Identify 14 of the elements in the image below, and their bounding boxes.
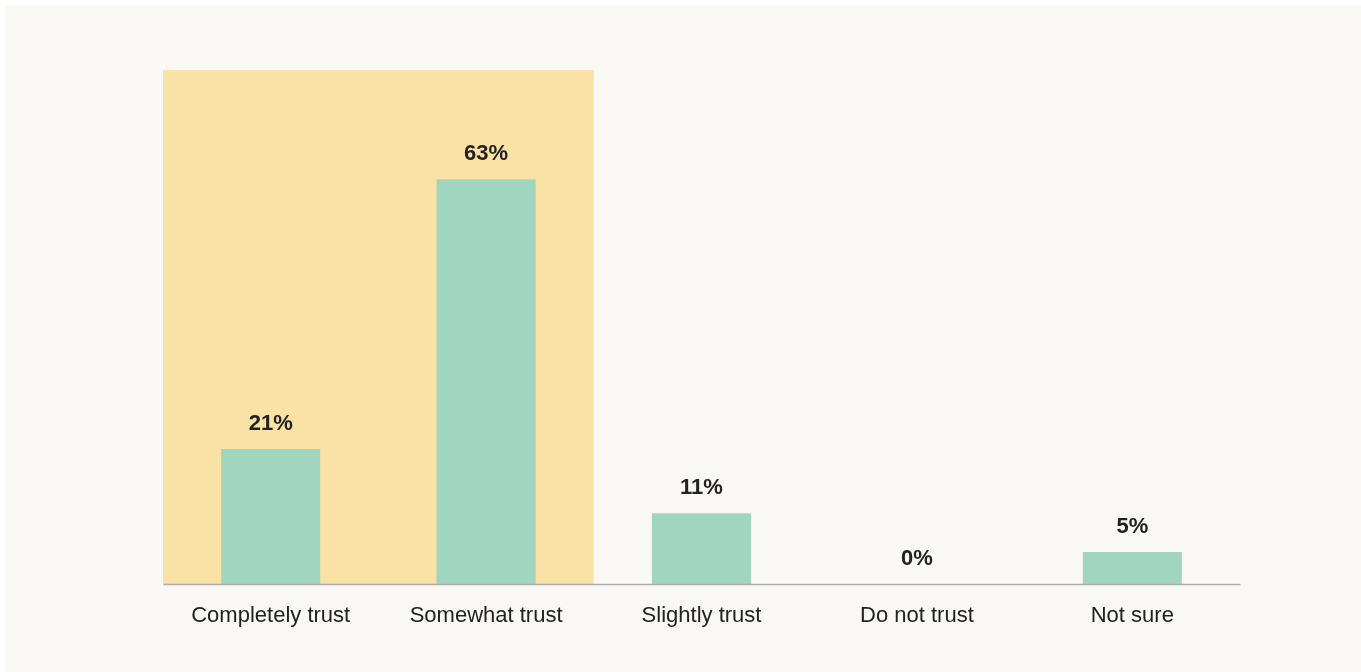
data-label: 63% (464, 140, 509, 166)
bar (1082, 551, 1182, 584)
x-tick-label: Completely trust (191, 601, 351, 627)
data-label: 0% (901, 545, 933, 570)
x-tick-label: Do not trust (860, 601, 974, 627)
x-tick-label: Somewhat trust (409, 601, 563, 627)
x-tick-label: Slightly trust (641, 601, 762, 627)
data-label: 21% (248, 410, 293, 436)
x-tick-label: Not sure (1090, 601, 1174, 627)
data-label: 5% (1116, 512, 1149, 538)
bar (651, 513, 752, 584)
bar (436, 179, 536, 584)
bar (221, 449, 321, 584)
data-label: 11% (680, 474, 723, 500)
